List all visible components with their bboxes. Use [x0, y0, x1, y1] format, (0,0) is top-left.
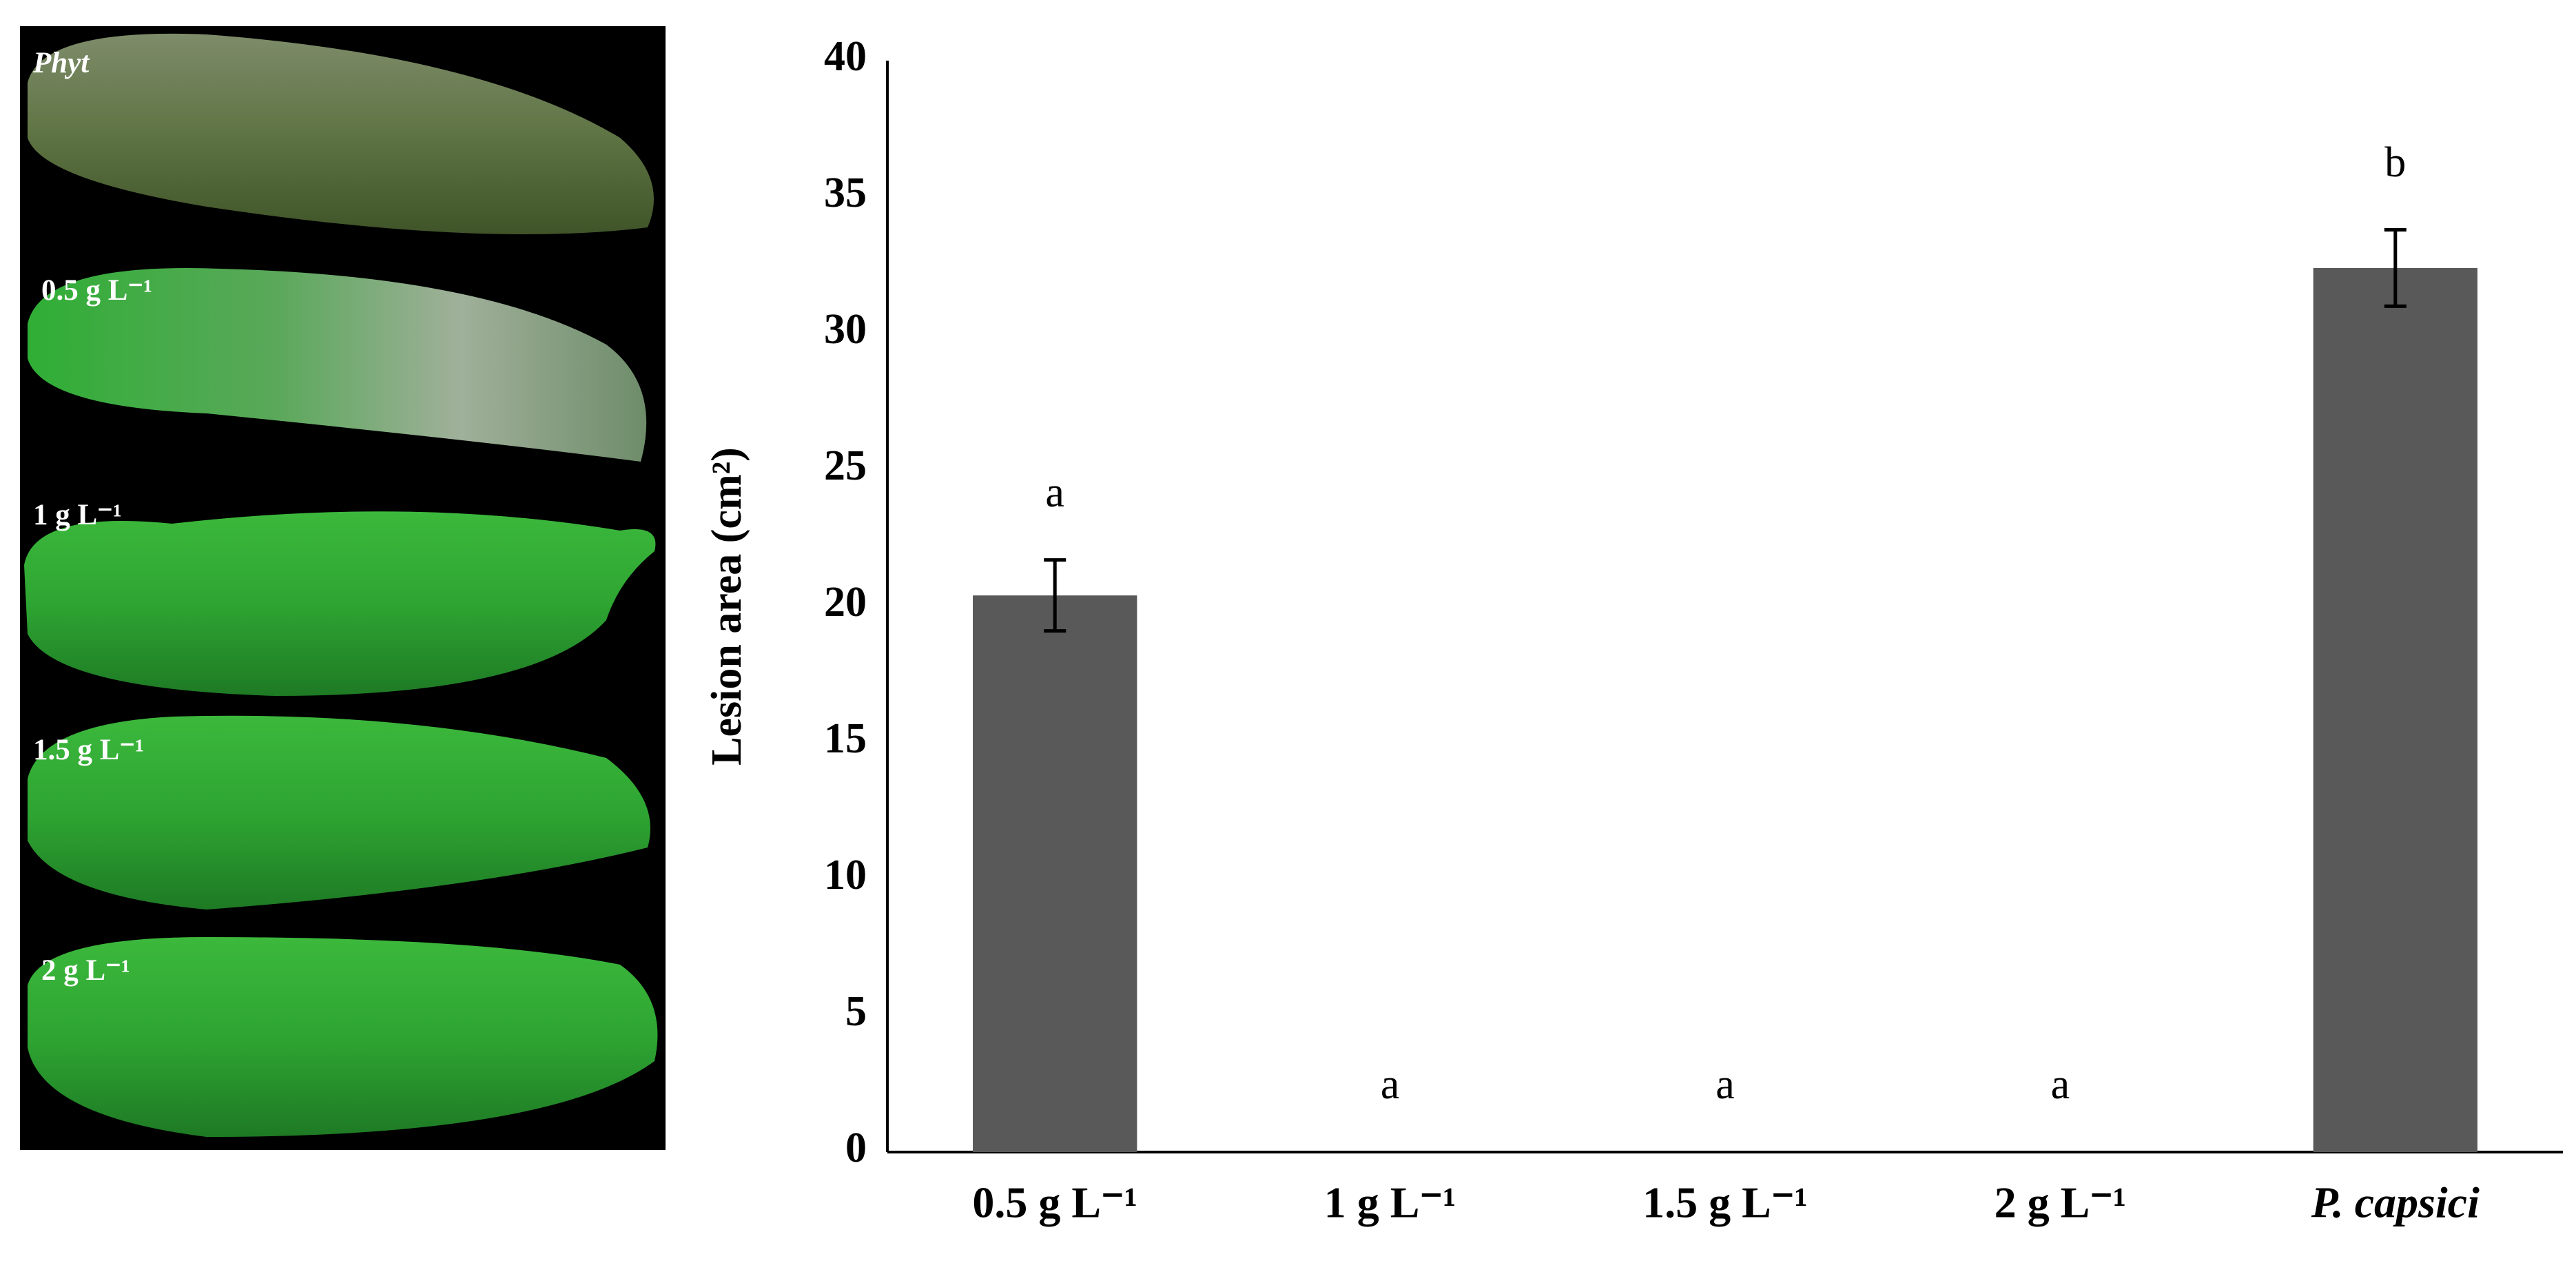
y-axis-label: Lesion area (cm²) [703, 447, 750, 766]
x-tick-label: 0.5 g L⁻¹ [972, 1178, 1137, 1227]
y-tick-label: 15 [824, 715, 867, 762]
pepper-photo [24, 511, 656, 696]
error-bar [1044, 558, 1067, 633]
photo-label: Phyt [32, 47, 90, 79]
y-tick-label: 35 [824, 170, 867, 216]
bar [973, 595, 1137, 1152]
significance-letter: a [1045, 469, 1064, 516]
x-tick-label: 2 g L⁻¹ [1995, 1178, 2127, 1227]
photo-label: 1 g L⁻¹ [33, 499, 122, 531]
x-tick-label: 1.5 g L⁻¹ [1642, 1178, 1808, 1227]
pepper-photo [28, 268, 647, 462]
pepper-photo [28, 33, 654, 234]
y-tick-label: 5 [845, 988, 867, 1035]
y-tick-label: 10 [824, 852, 867, 899]
significance-letter: a [1381, 1061, 1400, 1108]
photo-label: 2 g L⁻¹ [41, 954, 130, 987]
y-tick-label: 20 [824, 579, 867, 626]
error-bar [2384, 228, 2407, 308]
x-tick-label: P. capsici [2311, 1178, 2480, 1227]
pepper-photo [28, 937, 658, 1137]
photo-label: 1.5 g L⁻¹ [33, 734, 144, 766]
y-tick-label: 40 [824, 33, 867, 80]
pepper-photo [28, 715, 650, 910]
y-tick-label: 30 [824, 306, 867, 353]
y-tick-label: 25 [824, 442, 867, 489]
significance-letter: a [1715, 1061, 1735, 1108]
x-tick-label: 1 g L⁻¹ [1324, 1178, 1456, 1227]
significance-letter: b [2384, 139, 2406, 186]
y-tick-label: 0 [845, 1125, 867, 1171]
significance-letter: a [2051, 1061, 2070, 1108]
peppers [24, 33, 658, 1137]
photo-label: 0.5 g L⁻¹ [41, 274, 152, 307]
bar [2313, 267, 2477, 1153]
